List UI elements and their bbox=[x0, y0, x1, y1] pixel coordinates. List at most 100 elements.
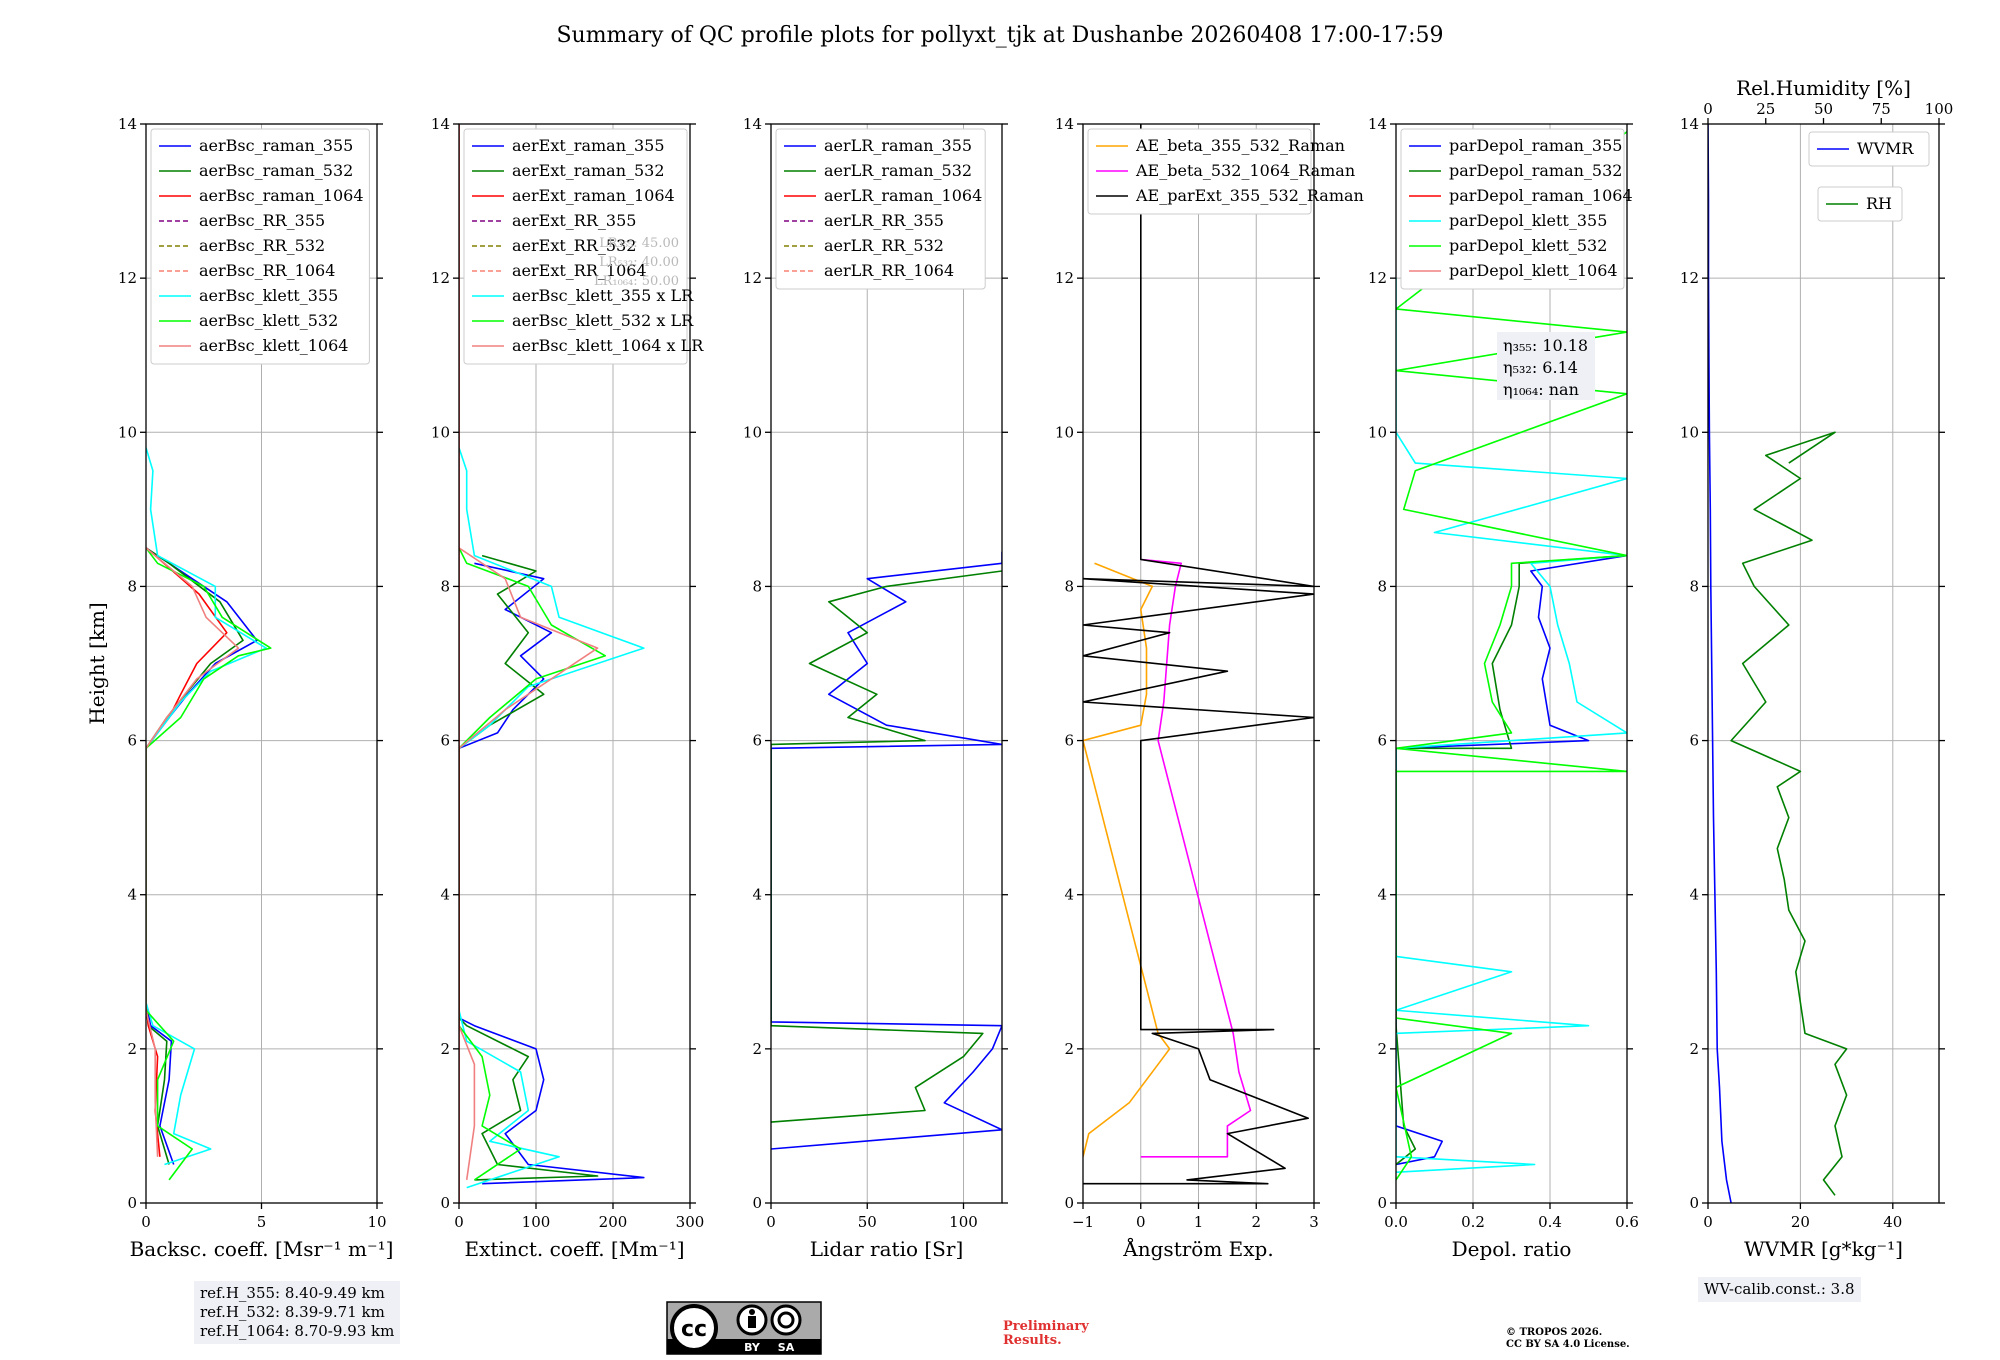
x-tick-label: 2 bbox=[1251, 1213, 1261, 1231]
plot-frame bbox=[770, 123, 1003, 1204]
y-tick-label: 10 bbox=[743, 423, 762, 441]
x-tick-label: 50 bbox=[858, 1213, 877, 1231]
series-line-wvmr bbox=[1708, 124, 1732, 1203]
y-tick-label: 4 bbox=[1064, 886, 1074, 904]
y-tick-label: 0 bbox=[127, 1194, 137, 1212]
lidar-ratio-note: LR₁₀₆₄: 50.00 bbox=[594, 274, 679, 289]
series-line-pardepol-raman-532 bbox=[1396, 554, 1627, 1166]
eta-label: η₃₅₅: 10.18 bbox=[1503, 336, 1588, 355]
y-tick-label: 10 bbox=[1680, 423, 1699, 441]
eta-label: η₅₃₂: 6.14 bbox=[1503, 358, 1578, 377]
copyright-note: © TROPOS 2026. CC BY SA 4.0 License. bbox=[1506, 1327, 1630, 1350]
series-line-aerbsc-raman-1064 bbox=[146, 547, 228, 1157]
panel-extinction: 0 100 200 300 0 2 4 6 8 10 12 14 Extinct. coeff. [Mm… bbox=[431, 115, 704, 1261]
series-line-rh bbox=[1730, 431, 1848, 1196]
legend-label: aerBsc_RR_1064 bbox=[199, 261, 335, 280]
legend-label: aerExt_raman_355 bbox=[512, 136, 665, 155]
plot-frame bbox=[1395, 123, 1628, 1204]
y-tick-label: 4 bbox=[440, 886, 450, 904]
gridlines bbox=[1082, 123, 1315, 1204]
y-tick-label: 4 bbox=[752, 886, 762, 904]
legend-box bbox=[1817, 186, 1903, 222]
y-tick-label: 12 bbox=[1055, 269, 1074, 287]
legend-label: aerBsc_RR_532 bbox=[199, 236, 325, 255]
y-tick-label: 4 bbox=[1377, 886, 1387, 904]
x-tick-label: 200 bbox=[599, 1213, 628, 1231]
x-tick-label: 10 bbox=[367, 1213, 386, 1231]
y-tick-label: 8 bbox=[440, 577, 450, 595]
y-tick-label: 2 bbox=[752, 1040, 762, 1058]
legend-label: aerBsc_klett_355 bbox=[199, 286, 338, 305]
license-sa-label: SA bbox=[778, 1341, 795, 1354]
y-tick-label: 10 bbox=[1368, 423, 1387, 441]
y-tick-label: 8 bbox=[1064, 577, 1074, 595]
y-tick-label: 2 bbox=[1064, 1040, 1074, 1058]
series-line-pardepol-raman-355 bbox=[1396, 554, 1627, 1166]
series-line-aerbsc-klett-1064 bbox=[146, 547, 240, 1157]
top-x-tick-label: 25 bbox=[1756, 100, 1775, 118]
y-tick-label: 8 bbox=[127, 577, 137, 595]
y-tick-label: 12 bbox=[1368, 269, 1387, 287]
legend-label: aerExt_RR_532 bbox=[512, 236, 636, 255]
y-tick-label: 0 bbox=[752, 1194, 762, 1212]
series-line-ae-parext-355-532-raman bbox=[1083, 124, 1314, 1185]
legend-label: aerBsc_klett_532 bbox=[199, 311, 338, 330]
figure-title: Summary of QC profile plots for pollyxt_… bbox=[556, 23, 1443, 48]
y-axis-label: Height [km] bbox=[85, 602, 109, 724]
legend-label: aerExt_RR_1064 bbox=[512, 261, 647, 280]
top-x-tick-label: 0 bbox=[1703, 100, 1713, 118]
x-tick-label: 0.2 bbox=[1461, 1213, 1485, 1231]
y-tick-label: 0 bbox=[1689, 1194, 1699, 1212]
x-tick-label: 0.4 bbox=[1538, 1213, 1562, 1231]
y-tick-label: 6 bbox=[440, 732, 450, 750]
series-group bbox=[459, 124, 645, 1203]
cc-by-sa-license-badge: cc BY SA bbox=[666, 1301, 822, 1355]
series-group bbox=[1708, 124, 1848, 1203]
legend-label: WVMR bbox=[1857, 139, 1914, 158]
legend-label: parDepol_klett_532 bbox=[1449, 236, 1607, 255]
y-tick-label: 12 bbox=[431, 269, 450, 287]
x-tick-label: 100 bbox=[949, 1213, 978, 1231]
series-line-aerbsc-raman-355 bbox=[146, 547, 258, 1165]
legend-label: parDepol_klett_1064 bbox=[1449, 261, 1618, 280]
lidar-ratio-note: LR₅₃₂: 40.00 bbox=[599, 255, 679, 270]
x-tick-label: 20 bbox=[1791, 1213, 1810, 1231]
y-tick-label: 6 bbox=[1689, 732, 1699, 750]
eta-label: η₁₀₆₄: nan bbox=[1503, 380, 1579, 399]
legend-label: aerLR_raman_355 bbox=[824, 136, 972, 155]
legend-box bbox=[150, 128, 370, 365]
legend-label: parDepol_raman_532 bbox=[1449, 161, 1622, 180]
reference-heights-box: ref.H_355: 8.40-9.49 km ref.H_532: 8.39-… bbox=[194, 1281, 401, 1344]
x-tick-label: −1 bbox=[1072, 1213, 1094, 1231]
y-tick-label: 8 bbox=[1689, 577, 1699, 595]
legend: WVMR RH bbox=[1808, 131, 1930, 222]
y-tick-label: 14 bbox=[118, 115, 137, 133]
top-x-tick-label: 50 bbox=[1814, 100, 1833, 118]
series-line-aerlr-raman-355 bbox=[771, 551, 1002, 1150]
x-axis-label: Backsc. coeff. [Msr⁻¹ m⁻¹] bbox=[130, 1237, 394, 1261]
y-tick-label: 4 bbox=[127, 886, 137, 904]
legend: AE_beta_355_532_Raman AE_beta_532_1064_Ra… bbox=[1087, 128, 1364, 215]
legend-label: aerLR_RR_1064 bbox=[824, 261, 954, 280]
wv-calibration-box: WV-calib.const.: 3.8 bbox=[1698, 1277, 1861, 1302]
y-tick-label: 10 bbox=[118, 423, 137, 441]
share-alike-icon bbox=[770, 1304, 802, 1336]
legend: aerLR_raman_355 aerLR_raman_532 aerLR_rama… bbox=[775, 128, 986, 290]
x-axis-label: Ångström Exp. bbox=[1122, 1236, 1273, 1261]
x-axis-label: WVMR [g*kg⁻¹] bbox=[1744, 1237, 1903, 1261]
legend-box bbox=[775, 128, 986, 290]
legend-label: aerLR_raman_532 bbox=[824, 161, 972, 180]
legend-label: aerBsc_klett_1064 x LR bbox=[512, 336, 704, 355]
series-line-aerext-raman-355 bbox=[459, 562, 645, 1185]
series-line-pardepol-klett-355 bbox=[1396, 278, 1627, 1173]
eta-box bbox=[1497, 332, 1595, 400]
y-tick-label: 2 bbox=[440, 1040, 450, 1058]
y-tick-label: 6 bbox=[127, 732, 137, 750]
x-axis-label: Lidar ratio [Sr] bbox=[810, 1237, 964, 1261]
y-tick-label: 0 bbox=[1377, 1194, 1387, 1212]
y-tick-label: 10 bbox=[1055, 423, 1074, 441]
legend-box bbox=[1087, 128, 1312, 215]
y-tick-label: 10 bbox=[431, 423, 450, 441]
legend-label: parDepol_raman_1064 bbox=[1449, 186, 1633, 205]
